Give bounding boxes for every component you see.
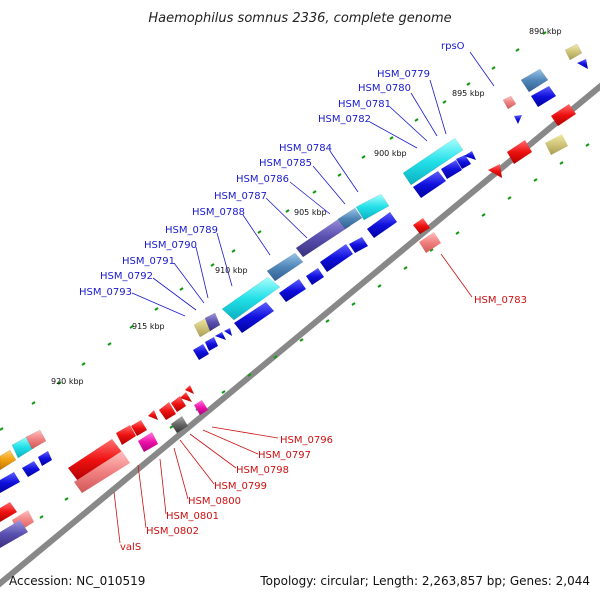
gene-arrow-9[interactable] <box>456 155 471 169</box>
gene-label-hsm0796[interactable]: HSM_0796 <box>280 435 333 446</box>
gene-block-hsm0784[interactable] <box>355 193 390 221</box>
gene-block-vals[interactable] <box>74 451 130 493</box>
gene-label-hsm0784[interactable]: HSM_0784 <box>279 143 332 154</box>
gene-block-hsm0796-a[interactable] <box>171 396 186 412</box>
gene-arrow-1[interactable] <box>234 302 274 333</box>
gene-arrow-7[interactable] <box>413 171 446 198</box>
gene-label-hsm0802[interactable]: HSM_0802 <box>146 526 199 537</box>
gene-block-hsm0786[interactable] <box>295 215 351 258</box>
gene-block-hsm0785[interactable] <box>337 207 363 230</box>
gene-arrow-15[interactable] <box>205 337 218 351</box>
gene-block-rev-890a[interactable] <box>551 104 576 126</box>
gene-label-hsm0792[interactable]: HSM_0792 <box>100 271 153 282</box>
gene-arrow-12[interactable] <box>514 115 522 124</box>
scale-label-905: 905 kbp <box>294 208 327 217</box>
gene-arrow-left-3[interactable] <box>38 451 52 466</box>
gene-label-hsm0779[interactable]: HSM_0779 <box>377 69 430 80</box>
gene-arrow-4[interactable] <box>320 244 353 272</box>
gene-label-hsm0786[interactable]: HSM_0786 <box>236 174 289 185</box>
gene-label-hsm0782[interactable]: HSM_0782 <box>318 114 371 125</box>
gene-label-hsm0790[interactable]: HSM_0790 <box>144 240 197 251</box>
gene-label-hsm0783[interactable]: HSM_0783 <box>474 295 527 306</box>
gene-arrow-3[interactable] <box>306 268 324 285</box>
gene-arrow-16[interactable] <box>215 332 226 340</box>
gene-block-rev-895b[interactable] <box>488 164 502 178</box>
scale-label-895: 895 kbp <box>452 89 485 98</box>
gene-label-hsm0785[interactable]: HSM_0785 <box>259 158 312 169</box>
gene-label-hsm0801[interactable]: HSM_0801 <box>166 511 219 522</box>
gene-block-hsm0783-a[interactable] <box>413 218 430 234</box>
gene-label-hsm0799[interactable]: HSM_0799 <box>214 481 267 492</box>
scale-label-920: 920 kbp <box>51 377 84 386</box>
gene-arrow-left-2[interactable] <box>22 461 40 477</box>
gene-track-reverse <box>0 104 576 548</box>
gene-block-hsm0779[interactable] <box>520 68 549 93</box>
scale-label-900: 900 kbp <box>374 149 407 158</box>
gene-label-hsm0800[interactable]: HSM_0800 <box>188 496 241 507</box>
gene-block-hsm0796-b[interactable] <box>180 392 192 402</box>
gene-arrow-17[interactable] <box>224 328 232 336</box>
outer-tick-row <box>0 31 547 431</box>
genome-summary-text: Topology: circular; Length: 2,263,857 bp… <box>259 574 590 588</box>
forward-gene-labels: rpsO HSM_0779 HSM_0780 HSM_0781 HSM_0782… <box>79 41 465 298</box>
gene-block-hsm0787[interactable] <box>266 252 304 282</box>
gene-arrow-2[interactable] <box>279 279 306 302</box>
gene-track-forward-inner <box>0 59 588 493</box>
gene-track-forward-outer <box>0 43 583 471</box>
accession-text: Accession: NC_010519 <box>9 574 145 588</box>
gene-block-hsm0789[interactable] <box>221 276 281 321</box>
gene-label-hsm0789[interactable]: HSM_0789 <box>165 225 218 236</box>
scale-label-890: 890 kbp <box>529 27 562 36</box>
gene-label-vals[interactable]: valS <box>120 542 141 553</box>
forward-label-leaders <box>131 51 495 317</box>
gene-arrow-6[interactable] <box>367 212 397 238</box>
gene-block-hsm0796-c[interactable] <box>185 385 194 394</box>
gene-block-hsm0796[interactable] <box>194 400 208 415</box>
gene-label-hsm0787[interactable]: HSM_0787 <box>214 191 267 202</box>
gene-block-hsm0798[interactable] <box>148 410 158 420</box>
reverse-gene-labels: HSM_0783 HSM_0796 HSM_0797 HSM_0798 HSM_… <box>120 295 527 553</box>
gene-label-hsm0788[interactable]: HSM_0788 <box>192 207 245 218</box>
gene-label-hsm0780[interactable]: HSM_0780 <box>358 83 411 94</box>
gene-block-left-pink[interactable] <box>25 429 47 450</box>
gene-label-hsm0798[interactable]: HSM_0798 <box>236 465 289 476</box>
gene-block-hsm0800[interactable] <box>131 420 147 436</box>
gene-block-left-orange[interactable] <box>0 449 17 471</box>
gene-label-rpso[interactable]: rpsO <box>441 41 465 52</box>
gene-label-hsm0797[interactable]: HSM_0797 <box>258 450 311 461</box>
gene-block-hsm0792[interactable] <box>204 312 221 332</box>
gene-arrow-11[interactable] <box>531 86 556 107</box>
gene-block-hsm0802[interactable] <box>68 439 122 481</box>
gene-block-rev-left-a[interactable] <box>0 502 17 522</box>
map-title: Haemophilus somnus 2336, complete genome <box>148 11 451 26</box>
gene-label-hsm0793[interactable]: HSM_0793 <box>79 287 132 298</box>
gene-block-rev-895a[interactable] <box>507 140 532 164</box>
gene-block-hsm0801[interactable] <box>116 425 136 445</box>
gene-block-hsm0797[interactable] <box>159 402 176 420</box>
gene-arrow-left-1[interactable] <box>0 472 20 493</box>
gene-block-890-khaki[interactable] <box>564 43 583 61</box>
gene-arrow-14[interactable] <box>193 344 209 360</box>
gene-block-hsm0797-gray[interactable] <box>171 416 188 433</box>
scale-label-910: 910 kbp <box>215 266 248 275</box>
gene-label-hsm0791[interactable]: HSM_0791 <box>122 256 175 267</box>
gene-arrow-10[interactable] <box>464 151 476 160</box>
gene-block-hsm0783[interactable] <box>419 232 441 253</box>
gene-arrow-13[interactable] <box>577 59 588 69</box>
gene-block-rev-890b[interactable] <box>545 134 568 155</box>
gene-block-rev-left-c[interactable] <box>0 520 28 548</box>
gene-label-hsm0781[interactable]: HSM_0781 <box>338 99 391 110</box>
gene-arrow-5[interactable] <box>349 237 368 253</box>
gene-block-rpso[interactable] <box>502 95 517 110</box>
gene-block-hsm0799[interactable] <box>138 432 158 452</box>
gene-block-hsm0781[interactable] <box>402 137 464 186</box>
scale-label-915: 915 kbp <box>132 322 165 331</box>
reverse-label-leaders <box>113 253 473 544</box>
gene-arrow-8[interactable] <box>441 160 462 179</box>
